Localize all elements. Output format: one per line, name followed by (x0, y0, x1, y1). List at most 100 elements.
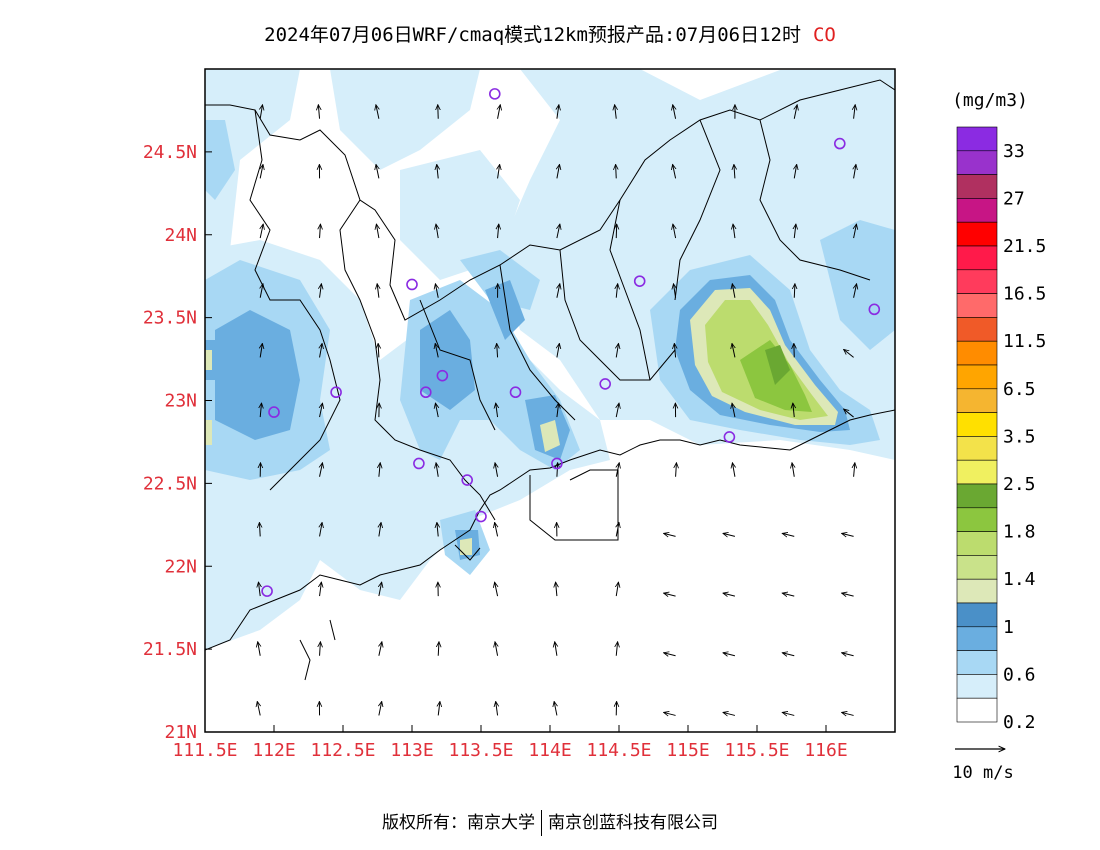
wind-scale: 10 m/s (952, 749, 1014, 783)
wind-arrow (854, 284, 857, 298)
wind-arrow (379, 463, 380, 477)
wind-arrow (320, 463, 323, 477)
wind-arrow (664, 593, 676, 596)
legend-label: 0.6 (1003, 664, 1036, 685)
wind-arrow (844, 409, 854, 418)
legend-swatch (956, 531, 998, 556)
legend-label: 33 (1003, 141, 1025, 162)
wind-arrow (320, 224, 321, 239)
wind-arrow (437, 164, 438, 179)
wind-arrow (438, 642, 439, 656)
wind-arrow (435, 343, 438, 358)
contour-3-5 (765, 345, 790, 385)
station-marker (551, 457, 563, 470)
y-axis: 24.5N 24N 23.5N 23N 22.5N 22N 21.5N 21N (143, 142, 212, 743)
wind-arrow (674, 343, 675, 358)
wind-arrow (734, 164, 735, 179)
wind-arrow (557, 105, 559, 119)
wind-arrow (378, 343, 379, 358)
wind-arrow (782, 653, 795, 656)
wind-arrow (854, 105, 856, 119)
legend-swatch (956, 674, 998, 699)
wind-arrow (616, 582, 618, 597)
legend-swatch (956, 126, 998, 152)
legend-swatch (956, 317, 998, 342)
wind-arrow (557, 224, 560, 239)
wind-arrow (495, 582, 498, 597)
station-marker (436, 369, 449, 382)
x-tick-label: 115.5E (724, 740, 789, 761)
station-marker (509, 386, 522, 399)
wind-arrow (498, 105, 501, 119)
legend-swatch (956, 245, 998, 271)
station-marker (261, 585, 273, 597)
wind-arrow (842, 712, 854, 715)
wind-arrow (260, 403, 261, 418)
wind-arrow (556, 582, 557, 597)
wind-arrow (664, 653, 676, 656)
wind-arrow (732, 463, 735, 477)
wind-arrow (782, 593, 795, 596)
wind-arrow (437, 522, 438, 537)
legend-label: 11.5 (1003, 331, 1046, 352)
wind-arrow (495, 642, 498, 656)
wind-arrow (497, 343, 498, 358)
wind-arrow (844, 349, 854, 358)
legend-swatch (956, 364, 998, 390)
wind-arrow (794, 284, 795, 298)
station-marker (723, 431, 736, 443)
legend-swatch (956, 436, 998, 461)
wind-arrow (616, 164, 617, 179)
legend-unit: (mg/m3) (952, 90, 1028, 111)
wind-arrow (616, 642, 617, 656)
legend-swatch (956, 555, 998, 580)
wind-arrow (733, 224, 735, 239)
wind-arrow (854, 164, 856, 179)
wind-arrow (260, 105, 262, 119)
wind-arrow (616, 284, 617, 298)
wind-arrow (793, 403, 794, 418)
wind-arrow (496, 403, 498, 418)
wind-arrow (555, 642, 557, 656)
map-title: 2024年07月06日WRF/cmaq模式12km预报产品:07月06日12时 C… (0, 20, 1100, 47)
wind-arrow (732, 403, 735, 418)
wind-arrow (498, 164, 500, 179)
legend-label: 1.4 (1003, 569, 1036, 590)
wind-arrow (436, 224, 438, 239)
wind-arrow (723, 712, 736, 715)
station-marker (419, 386, 432, 399)
coastline (205, 409, 895, 681)
wind-arrow (616, 343, 618, 358)
wind-arrow (495, 522, 498, 537)
y-tick-label: 21N (164, 722, 197, 743)
x-tick-label: 112E (252, 740, 295, 761)
wind-arrow (320, 403, 323, 418)
wind-arrow (557, 284, 560, 298)
legend-label: 16.5 (1003, 284, 1046, 305)
legend-label: 3.5 (1003, 426, 1036, 447)
y-tick-label: 22N (164, 556, 197, 577)
wind-arrow (259, 522, 260, 537)
wind-arrow (257, 701, 260, 716)
wind-arrow (616, 463, 619, 477)
species-label: CO (812, 24, 836, 46)
wind-arrow (320, 642, 321, 656)
wind-arrows (257, 105, 856, 716)
station-marker (330, 386, 342, 399)
legend-label: 27 (1003, 188, 1025, 209)
station-marker (833, 137, 846, 150)
wind-arrow (732, 284, 735, 298)
wind-arrow (376, 105, 379, 119)
monitoring-stations (261, 88, 881, 597)
wind-arrow (723, 533, 736, 536)
wind-arrow (782, 712, 795, 715)
legend-label: 6.5 (1003, 379, 1036, 400)
wind-arrow (379, 582, 382, 597)
x-tick-label: 113E (390, 740, 433, 761)
wind-arrow (436, 463, 438, 477)
wind-arrow (792, 463, 794, 477)
legend-label: 1.8 (1003, 522, 1036, 543)
wind-arrow (732, 343, 735, 358)
wind-arrow (723, 593, 736, 596)
